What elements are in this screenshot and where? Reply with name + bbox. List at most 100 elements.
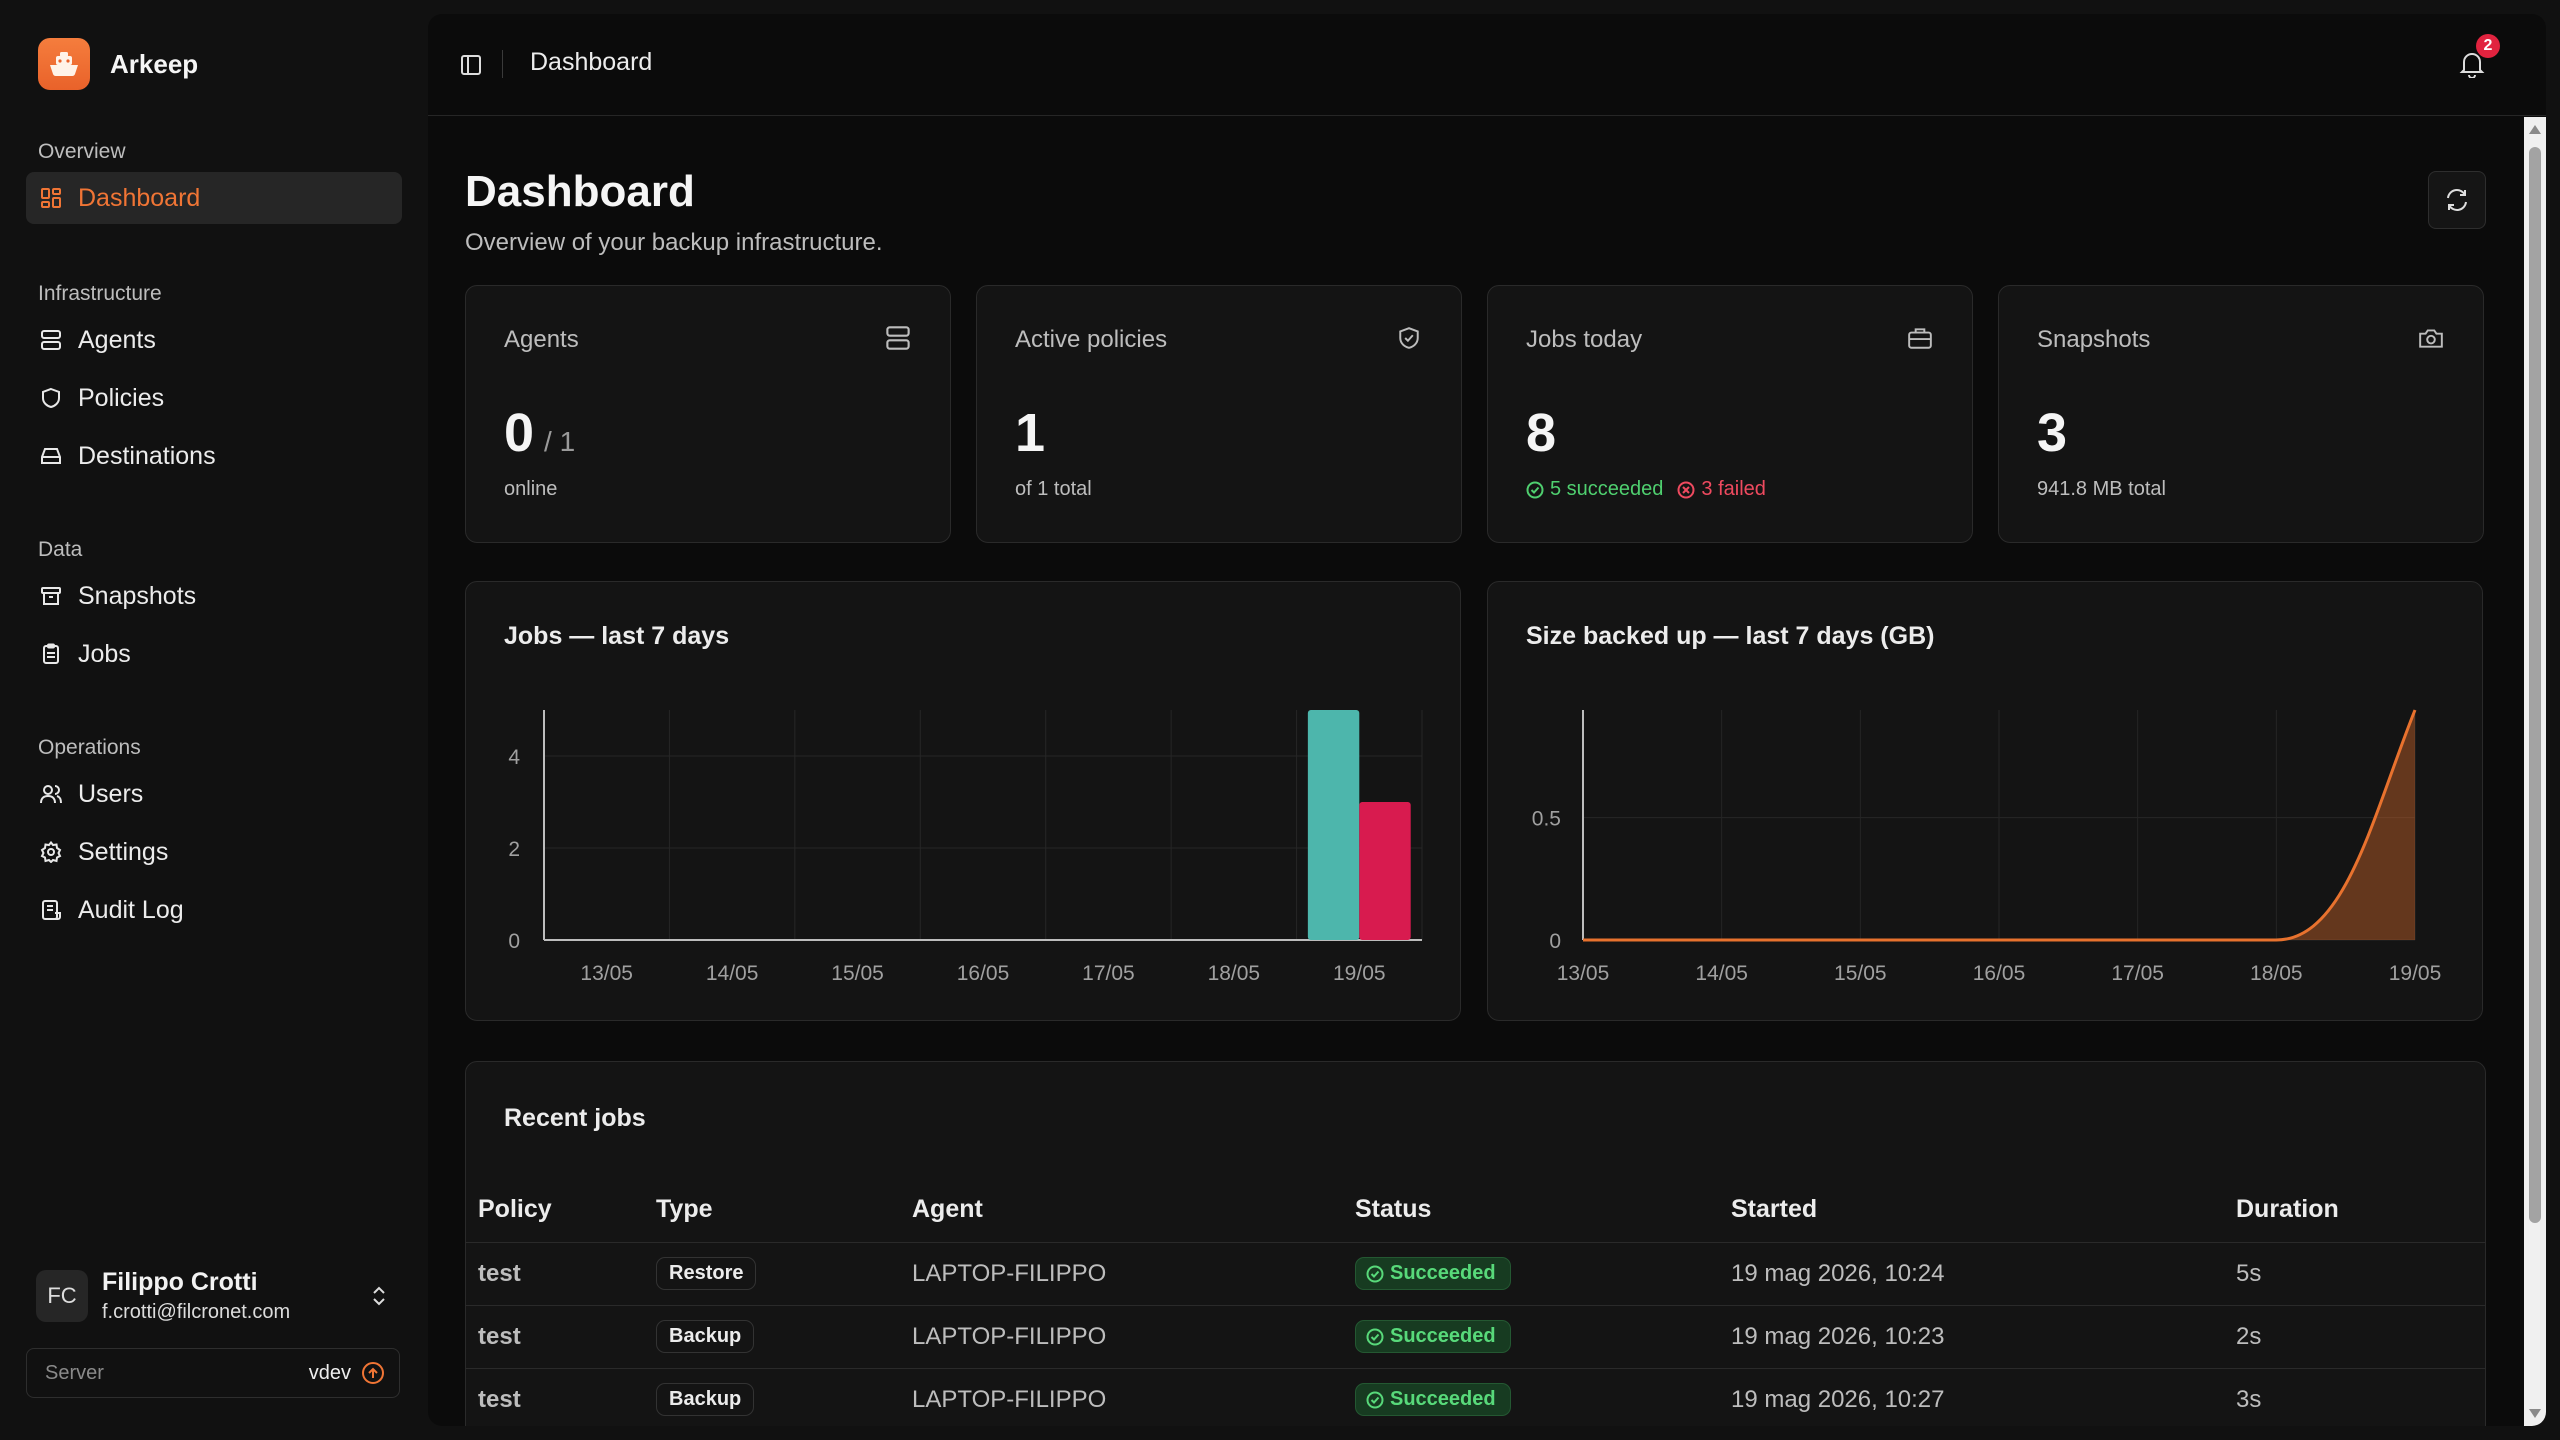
bell-icon [2459,50,2485,78]
cell-started: 19 mag 2026, 10:24 [1731,1242,2236,1306]
x-tick-label: 17/05 [2111,962,2164,985]
card-value: 3 [2037,403,2068,463]
x-tick-label: 17/05 [1082,962,1135,985]
cell-duration: 3s [2236,1368,2485,1426]
sidebar-item-destinations[interactable]: Destinations [26,430,402,482]
status-badge: Succeeded [1355,1383,1511,1416]
user-menu[interactable]: FC Filippo Crotti f.crotti@filcronet.com [36,1266,394,1326]
column-header-type[interactable]: Type [656,1178,912,1243]
sidebar-item-policies[interactable]: Policies [26,372,402,424]
nav-group-overview: Overview Dashboard [26,132,402,230]
card-title: Agents [504,326,579,353]
x-tick-label: 15/05 [1834,962,1887,985]
y-tick-label: 0.5 [1532,808,1561,831]
page-subtitle: Overview of your backup infrastructure. [465,229,883,256]
server-label: Server [45,1361,104,1384]
log-icon [38,897,64,923]
topbar-divider [502,50,503,78]
y-tick-label: 0 [508,930,520,953]
nav-group-infrastructure: Infrastructure Agents Policies Destinati… [26,274,402,488]
x-tick-label: 16/05 [957,962,1010,985]
notifications-button[interactable]: 2 [2454,34,2500,82]
status-badge: Succeeded [1355,1257,1511,1290]
cell-duration: 5s [2236,1242,2485,1306]
sidebar-item-agents[interactable]: Agents [26,314,402,366]
sidebar-item-settings[interactable]: Settings [26,826,402,878]
refresh-icon [2444,187,2470,213]
server-version: vdev [308,1361,351,1384]
sidebar-item-label: Jobs [78,639,131,668]
update-available-icon[interactable] [361,1361,385,1385]
sidebar-item-jobs[interactable]: Jobs [26,628,402,680]
nav-group-title: Infrastructure [38,282,162,305]
sidebar-item-label: Agents [78,325,156,354]
card-subtext: online [504,478,558,500]
vertical-scrollbar[interactable] [2524,117,2546,1426]
sidebar-toggle-icon[interactable] [456,50,486,80]
sidebar-item-users[interactable]: Users [26,768,402,820]
card-subtext: 941.8 MB total [2037,478,2166,500]
sidebar-item-dashboard[interactable]: Dashboard [26,172,402,224]
cell-type: Restore [656,1242,912,1306]
status-badge: Succeeded [1355,1320,1511,1353]
user-info: Filippo Crotti f.crotti@filcronet.com [102,1268,364,1324]
jobs-chart-card: Jobs — last 7 days 0 2 4 13/05 14/05 15/05 16/… [465,581,1461,1021]
agents-total: / 1 [544,426,576,457]
sidebar-item-label: Destinations [78,441,216,470]
cell-policy: test [466,1242,656,1306]
dashboard-content: Dashboard Overview of your backup infras… [428,117,2524,1426]
table-row[interactable]: test Restore LAPTOP-FILIPPO Succeeded 19… [466,1242,2485,1306]
bar [1307,710,1360,940]
camera-icon [2417,324,2445,352]
cell-agent: LAPTOP-FILIPPO [912,1242,1355,1306]
sidebar-item-audit-log[interactable]: Audit Log [26,884,402,936]
area-fill [1583,710,2415,940]
card-value: 1 [1015,403,1046,463]
sidebar-item-label: Dashboard [78,183,201,212]
recent-jobs-card: Recent jobs Policy Type Agent Status Sta… [465,1061,2486,1426]
sidebar-item-label: Snapshots [78,581,197,610]
size-area-chart: 0 0.5 13/05 14/05 15/05 16/05 17/05 18/05 19/05 [1532,709,2442,985]
card-subtext: of 1 total [1015,478,1092,500]
gear-icon [38,839,64,865]
card-value: 0 / 1 [504,406,575,469]
clipboard-icon [38,641,64,667]
cell-status: Succeeded [1355,1368,1731,1426]
server-icon [884,324,912,352]
avatar: FC [36,1270,88,1322]
x-tick-label: 19/05 [1333,962,1386,985]
x-tick-label: 19/05 [2389,962,2442,985]
card-subtext: 5 succeeded 3 failed [1526,478,1766,501]
check-circle-icon [1366,1391,1384,1408]
breadcrumb: Dashboard [530,48,653,76]
brand[interactable]: Arkeep [38,38,198,90]
column-header-status[interactable]: Status [1355,1178,1731,1243]
active-policies-card: Active policies 1 of 1 total [976,285,1462,543]
card-title: Active policies [1015,326,1168,353]
column-header-started[interactable]: Started [1731,1178,2236,1243]
cell-status: Succeeded [1355,1242,1731,1306]
table-row[interactable]: test Backup LAPTOP-FILIPPO Succeeded 19 … [466,1368,2485,1426]
check-circle-icon [1526,481,1544,498]
column-header-agent[interactable]: Agent [912,1178,1355,1243]
x-tick-label: 16/05 [1973,962,2026,985]
scrollbar-thumb[interactable] [2529,147,2541,1223]
nav-group-title: Operations [38,736,141,759]
refresh-button[interactable] [2428,171,2486,229]
card-value: 8 [1526,403,1557,463]
jobs-today-card: Jobs today 8 5 succeeded 3 failed [1487,285,1973,543]
cell-type: Backup [656,1368,912,1426]
column-header-policy[interactable]: Policy [466,1178,656,1243]
cell-status: Succeeded [1355,1305,1731,1369]
jobs-bar-chart: 0 2 4 13/05 14/05 15/05 16/05 17/05 18/05 19/05 [508,710,1423,985]
sidebar-item-snapshots[interactable]: Snapshots [26,570,402,622]
sidebar-item-label: Users [78,779,144,808]
scroll-down-icon[interactable] [2529,1409,2541,1418]
table-row[interactable]: test Backup LAPTOP-FILIPPO Succeeded 19 … [466,1305,2485,1369]
nav-group-data: Data Snapshots Jobs [26,530,402,686]
scroll-up-icon[interactable] [2529,125,2541,134]
type-badge: Backup [656,1320,755,1353]
column-header-duration[interactable]: Duration [2236,1178,2485,1243]
cell-agent: LAPTOP-FILIPPO [912,1305,1355,1369]
card-title: Snapshots [2037,326,2151,353]
